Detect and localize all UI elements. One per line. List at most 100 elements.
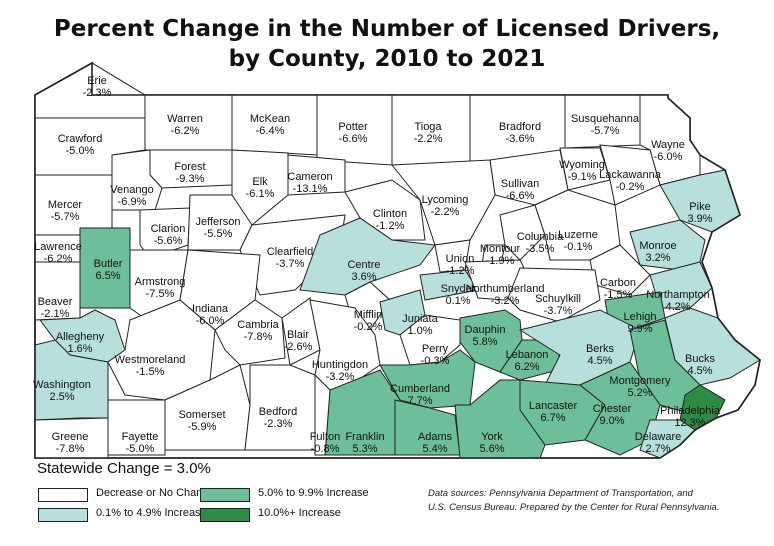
county-value-clearfield: -3.7% bbox=[276, 258, 305, 270]
county-value-lawrence: -6.2% bbox=[44, 253, 73, 265]
county-cambria bbox=[214, 299, 286, 366]
county-centre bbox=[299, 217, 436, 296]
legend-swatch-high-increase bbox=[200, 508, 250, 522]
county-name-cumberland: Cumberland bbox=[390, 383, 450, 395]
county-value-bedford: -2.3% bbox=[264, 418, 293, 430]
data-source-note: Data sources: Pennsylvania Department of… bbox=[428, 487, 758, 515]
legend-label-high-increase: 10.0%+ Increase bbox=[258, 507, 341, 519]
county-name-potter: Potter bbox=[338, 121, 368, 133]
county-value-columbia: -3.5% bbox=[526, 243, 555, 255]
county-name-delaware: Delaware bbox=[635, 431, 681, 443]
county-name-columbia: Columbia bbox=[517, 231, 564, 243]
county-value-warren: -6.2% bbox=[171, 125, 200, 137]
county-name-northumberland: Northumberland bbox=[466, 283, 545, 295]
county-name-pike: Pike bbox=[689, 201, 710, 213]
county-value-armstrong: -7.5% bbox=[146, 288, 175, 300]
county-name-union: Union bbox=[446, 253, 475, 265]
county-westmoreland bbox=[107, 299, 216, 401]
county-value-franklin: 5.3% bbox=[352, 443, 377, 455]
county-value-montgomery: 5.2% bbox=[627, 387, 652, 399]
map-title: Percent Change in the Number of Licensed… bbox=[0, 14, 774, 74]
county-value-sullivan: -6.6% bbox=[506, 190, 535, 202]
county-name-warren: Warren bbox=[167, 113, 203, 125]
county-name-somerset: Somerset bbox=[178, 409, 225, 421]
county-name-sullivan: Sullivan bbox=[501, 178, 540, 190]
county-name-york: York bbox=[481, 431, 503, 443]
county-name-armstrong: Armstrong bbox=[135, 276, 186, 288]
county-value-berks: 4.5% bbox=[587, 355, 612, 367]
county-value-susquehanna: -5.7% bbox=[591, 125, 620, 137]
county-name-lawrence: Lawrence bbox=[34, 241, 82, 253]
county-value-wayne: -6.0% bbox=[654, 151, 683, 163]
county-name-allegheny: Allegheny bbox=[56, 331, 105, 343]
county-columbia bbox=[499, 204, 546, 261]
county-name-bedford: Bedford bbox=[259, 406, 298, 418]
county-name-washington: Washington bbox=[33, 379, 91, 391]
county-name-erie: Erie bbox=[87, 75, 107, 87]
county-name-butler: Butler bbox=[94, 258, 123, 270]
county-name-lackawanna: Lackawanna bbox=[599, 169, 662, 181]
data-source-line1: Data sources: Pennsylvania Department of… bbox=[428, 488, 693, 499]
county-name-westmoreland: Westmoreland bbox=[115, 354, 186, 366]
county-value-lackawanna: -0.2% bbox=[616, 181, 645, 193]
county-name-jefferson: Jefferson bbox=[195, 216, 240, 228]
county-value-mifflin: -0.2% bbox=[354, 321, 383, 333]
legend-label-mid-increase: 5.0% to 9.9% Increase bbox=[258, 487, 369, 499]
county-fulton bbox=[314, 373, 331, 456]
county-cumberland bbox=[379, 349, 476, 409]
county-name-tioga: Tioga bbox=[414, 121, 442, 133]
county-labels: Erie-2.3%Warren-6.2%McKean-6.4% Potter-6.… bbox=[33, 75, 721, 455]
county-value-carbon: -1.5% bbox=[604, 289, 633, 301]
county-value-dauphin: 5.8% bbox=[472, 336, 497, 348]
county-name-cameron: Cameron bbox=[287, 171, 332, 183]
county-value-westmoreland: -1.5% bbox=[136, 366, 165, 378]
county-name-berks: Berks bbox=[586, 343, 615, 355]
county-name-luzerne: Luzerne bbox=[558, 229, 598, 241]
county-value-butler: 6.5% bbox=[95, 270, 120, 282]
county-value-allegheny: 1.6% bbox=[67, 343, 92, 355]
state-border bbox=[34, 61, 761, 459]
county-value-york: 5.6% bbox=[479, 443, 504, 455]
county-name-lancaster: Lancaster bbox=[529, 400, 578, 412]
county-value-monroe: 3.2% bbox=[645, 252, 670, 264]
county-name-susquehanna: Susquehanna bbox=[571, 113, 640, 125]
county-name-lycoming: Lycoming bbox=[422, 194, 469, 206]
county-name-adams: Adams bbox=[418, 431, 453, 443]
county-name-montgomery: Montgomery bbox=[609, 375, 671, 387]
county-value-juniata: 1.0% bbox=[407, 325, 432, 337]
county-value-huntingdon: -3.2% bbox=[326, 371, 355, 383]
county-value-delaware: 2.7% bbox=[645, 443, 670, 455]
county-name-bucks: Bucks bbox=[685, 353, 715, 365]
county-name-fulton: Fulton bbox=[310, 431, 341, 443]
county-value-schuylkill: -3.7% bbox=[544, 305, 573, 317]
county-name-blair: Blair bbox=[287, 329, 309, 341]
county-name-bradford: Bradford bbox=[499, 121, 541, 133]
county-value-northumberland: -3.2% bbox=[491, 295, 520, 307]
county-value-crawford: -5.0% bbox=[66, 145, 95, 157]
county-value-venango: -6.9% bbox=[118, 196, 147, 208]
county-value-clinton: -1.2% bbox=[376, 220, 405, 232]
county-value-fulton: -0.8% bbox=[311, 443, 340, 455]
county-value-bucks: 4.5% bbox=[687, 365, 712, 377]
county-name-mercer: Mercer bbox=[48, 199, 83, 211]
county-name-mckean: McKean bbox=[250, 113, 290, 125]
county-name-lebanon: Lebanon bbox=[506, 349, 549, 361]
legend-swatch-decrease bbox=[38, 488, 88, 502]
county-name-clinton: Clinton bbox=[373, 208, 407, 220]
county-name-carbon: Carbon bbox=[600, 277, 636, 289]
county-name-montour: Montour bbox=[480, 243, 521, 255]
county-value-lycoming: -2.2% bbox=[431, 206, 460, 218]
county-value-perry: -0.3% bbox=[421, 355, 450, 367]
county-name-snyder: Snyder bbox=[441, 283, 476, 295]
county-name-dauphin: Dauphin bbox=[465, 324, 506, 336]
county-name-forest: Forest bbox=[174, 161, 205, 173]
county-name-clearfield: Clearfield bbox=[267, 246, 313, 258]
county-lackawanna bbox=[599, 144, 661, 206]
county-value-jefferson: -5.5% bbox=[204, 228, 233, 240]
county-venango bbox=[111, 149, 163, 211]
statewide-change: Statewide Change = 3.0% bbox=[37, 460, 211, 477]
county-value-northampton: 4.2% bbox=[665, 301, 690, 313]
legend-label-decrease: Decrease or No Change bbox=[96, 487, 215, 499]
county-value-adams: 5.4% bbox=[422, 443, 447, 455]
county-value-blair: -2.6% bbox=[284, 341, 313, 353]
